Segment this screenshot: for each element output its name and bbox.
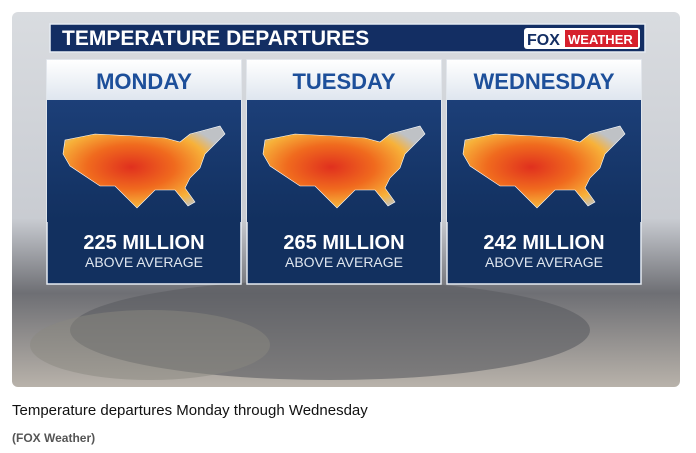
graphic: TEMPERATURE DEPARTURES FOX WEATHER MONDA… xyxy=(12,12,680,387)
panel: WEDNESDAY 242 MILLION ABOVE AVERAGE xyxy=(446,59,642,285)
day: WEDNESDAY xyxy=(474,69,615,94)
panel: MONDAY 225 MILLION ABOVE AVERAGE xyxy=(46,59,242,285)
caption: Temperature departures Monday through We… xyxy=(12,402,368,419)
count: 225 MILLION xyxy=(83,232,204,254)
logo-fox: FOX xyxy=(527,32,560,49)
logo-bg xyxy=(565,30,638,47)
credit: (FOX Weather) xyxy=(12,431,96,445)
header-title: TEMPERATURE DEPARTURES xyxy=(62,27,369,50)
logo-weather: WEATHER xyxy=(568,32,633,47)
panel: TUESDAY 265 MILLION ABOVE AVERAGE xyxy=(246,59,442,285)
day: TUESDAY xyxy=(292,69,395,94)
count: 242 MILLION xyxy=(483,232,604,254)
cloud xyxy=(30,310,270,380)
note: ABOVE AVERAGE xyxy=(85,254,203,270)
count: 265 MILLION xyxy=(283,232,404,254)
note: ABOVE AVERAGE xyxy=(485,254,603,270)
day: MONDAY xyxy=(96,69,192,94)
note: ABOVE AVERAGE xyxy=(285,254,403,270)
